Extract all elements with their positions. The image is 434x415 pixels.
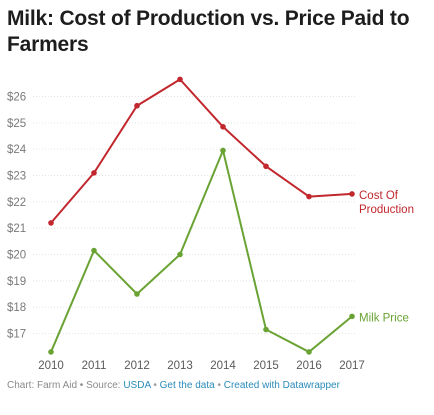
series-lines: [50, 78, 353, 353]
y-tick-label: $17: [7, 329, 26, 341]
footer-credit: Chart: Farm Aid • Source:: [7, 380, 124, 391]
series-label: Cost Of: [359, 190, 399, 202]
chart-title: Milk: Cost of Production vs. Price Paid …: [7, 7, 410, 56]
data-point: [263, 163, 269, 170]
data-point: [263, 326, 269, 333]
chart-footer: Chart: Farm Aid • Source: USDA • Get the…: [7, 380, 340, 391]
y-tick-label: $25: [7, 118, 26, 130]
footer-separator: •: [150, 380, 160, 391]
data-point: [48, 349, 54, 355]
data-point: [177, 76, 183, 83]
datawrapper-link[interactable]: Created with Datawrapper: [223, 380, 340, 391]
y-tick-label: $21: [7, 223, 26, 235]
data-point: [91, 247, 97, 254]
y-tick-label: $26: [7, 92, 26, 104]
data-point: [349, 313, 355, 320]
gridlines: [33, 96, 356, 334]
series-label: Milk Price: [359, 312, 409, 324]
series-labels: Cost Of Production Milk Price: [359, 190, 414, 324]
x-axis-ticks: 2010 2011 2012 2013 2014 2015 2016 2017: [38, 360, 365, 372]
data-point: [306, 193, 312, 200]
data-point: [177, 251, 183, 258]
y-tick-label: $24: [7, 144, 27, 156]
series-label: Production: [359, 204, 414, 216]
y-tick-label: $22: [7, 197, 26, 209]
get-data-link[interactable]: Get the data: [159, 380, 215, 391]
x-tick-label: 2017: [339, 360, 365, 372]
series-line: [50, 149, 353, 353]
y-tick-label: $18: [7, 302, 26, 314]
series-points: [48, 76, 355, 355]
data-point: [91, 170, 97, 176]
x-tick-label: 2016: [296, 360, 322, 372]
x-tick-label: 2014: [210, 360, 236, 372]
source-link[interactable]: USDA: [123, 380, 151, 391]
x-tick-label: 2013: [167, 360, 193, 372]
line-chart: $17$18$19$20$21$22$23$24$25$26 2010 2011 2…: [7, 76, 414, 372]
y-tick-label: $19: [7, 276, 26, 288]
data-point: [48, 220, 54, 226]
series-line: [50, 78, 353, 224]
data-point: [220, 147, 226, 154]
x-tick-label: 2015: [253, 360, 279, 372]
x-tick-label: 2012: [124, 360, 150, 372]
data-point: [134, 291, 140, 297]
data-point: [220, 123, 226, 130]
x-tick-label: 2010: [38, 360, 64, 372]
y-axis-ticks: $17 $18 $19 $20 $21 $22 $23 $24 $25 $26: [7, 92, 27, 341]
y-tick-label: $23: [7, 171, 26, 183]
x-tick-label: 2011: [82, 360, 107, 372]
y-tick-label: $20: [7, 250, 26, 262]
data-point: [134, 102, 140, 109]
data-point: [306, 349, 312, 355]
data-point: [349, 191, 355, 197]
footer-separator: •: [214, 380, 224, 391]
